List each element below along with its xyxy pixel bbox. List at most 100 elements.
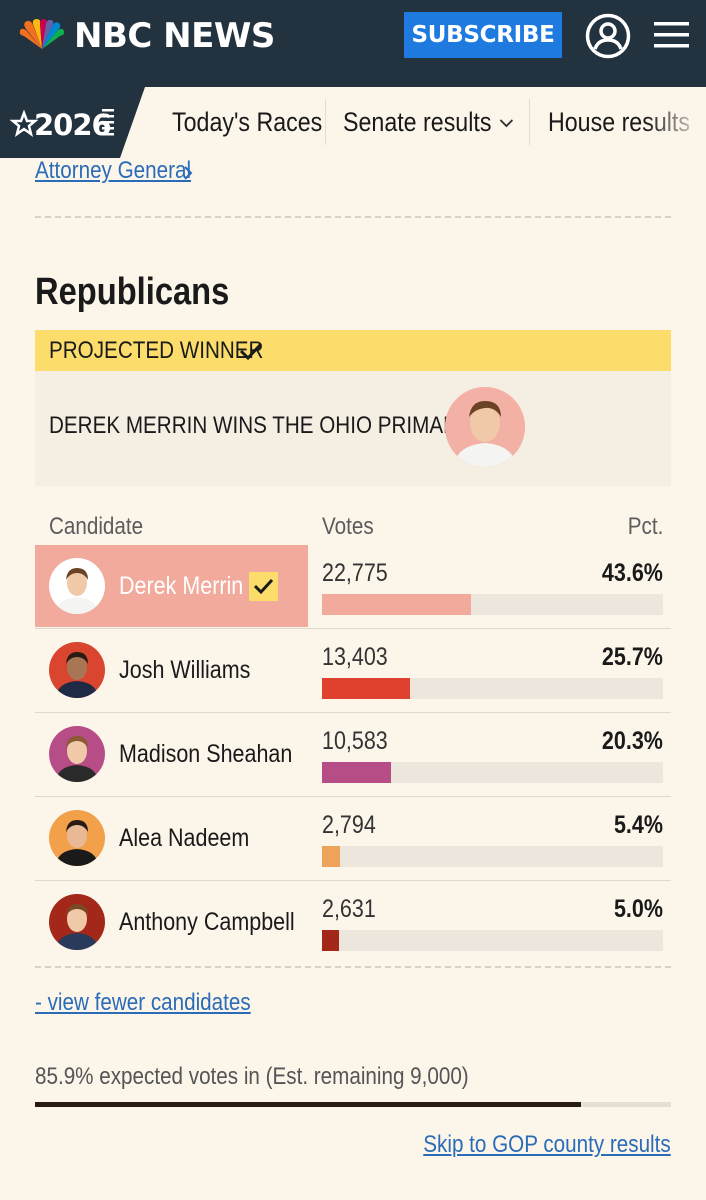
- candidate-votes-text: 2,794: [322, 811, 376, 839]
- column-header-pct: Pct.: [622, 512, 663, 542]
- vote-share-bar: [322, 678, 663, 699]
- candidate-name-text: Alea Nadeem: [119, 824, 250, 852]
- winner-headline-text: DEREK MERRIN WINS THE OHIO PRIMARY: [49, 412, 472, 439]
- candidate-pct: 5.0%: [606, 894, 663, 924]
- column-header-candidate: Candidate: [49, 512, 158, 542]
- view-fewer-candidates-link[interactable]: - view fewer candidates: [35, 988, 286, 1018]
- column-header-votes-text: Votes: [322, 513, 374, 540]
- candidate-pct: 20.3%: [592, 726, 663, 756]
- chevron-down-icon: [499, 118, 513, 127]
- candidate-pct-text: 25.7%: [602, 643, 663, 671]
- badge-year: 2026: [34, 108, 111, 142]
- candidate-pct: 5.4%: [606, 810, 663, 840]
- candidate-avatar: [49, 558, 105, 614]
- vote-share-bar-fill: [322, 930, 340, 951]
- skip-to-county-results-link[interactable]: Skip to GOP county results: [383, 1130, 671, 1160]
- table-row: Alea Nadeem 2,794 5.4%: [35, 797, 671, 881]
- checkmark-icon: [239, 342, 263, 361]
- vote-share-bar-fill: [322, 762, 392, 783]
- candidate-cell: Derek Merrin: [35, 545, 308, 627]
- attorney-general-link[interactable]: Attorney General: [35, 156, 216, 186]
- party-heading-text: Republicans: [35, 271, 230, 313]
- candidate-avatar: [49, 894, 105, 950]
- nav-fade-overlay: [646, 87, 706, 158]
- candidate-name-text: Josh Williams: [119, 656, 251, 684]
- person-photo-icon: [445, 387, 525, 467]
- row-divider: [35, 712, 671, 713]
- winner-photo: [445, 387, 525, 467]
- nbc-news-logo[interactable]: NBC NEWS: [18, 16, 275, 56]
- table-bottom-divider: [35, 966, 671, 968]
- user-account-icon[interactable]: [585, 13, 631, 59]
- table-row: Josh Williams 13,403 25.7%: [35, 629, 671, 713]
- candidate-name: Derek Merrin: [119, 570, 263, 602]
- top-header: NBC NEWS SUBSCRIBE: [0, 0, 706, 87]
- vote-share-bar: [322, 930, 663, 951]
- winner-check-icon: [249, 572, 278, 601]
- column-header-candidate-text: Candidate: [49, 513, 144, 540]
- nav-divider: [325, 99, 326, 145]
- expected-votes-progress-fill: [35, 1102, 582, 1107]
- nav-todays-races[interactable]: Today's Races: [172, 107, 323, 137]
- candidate-name: Madison Sheahan: [119, 738, 321, 770]
- election-nav: 2026 Today's Races Senate results House …: [0, 87, 706, 158]
- candidate-cell: Josh Williams: [35, 629, 308, 711]
- candidate-pct: 25.7%: [592, 642, 663, 672]
- candidate-name-text: Madison Sheahan: [119, 740, 293, 768]
- row-divider: [35, 796, 671, 797]
- candidate-votes: 13,403: [322, 642, 398, 672]
- table-row: Anthony Campbell 2,631 5.0%: [35, 881, 671, 965]
- candidate-votes: 10,583: [322, 726, 398, 756]
- candidate-votes-text: 13,403: [322, 643, 388, 671]
- hamburger-menu-icon[interactable]: [654, 20, 689, 50]
- column-header-votes: Votes: [322, 512, 382, 542]
- candidate-avatar: [49, 726, 105, 782]
- column-header-pct-text: Pct.: [627, 513, 663, 540]
- expected-votes-progress: [35, 1102, 671, 1107]
- vote-share-bar: [322, 594, 663, 615]
- vote-share-bar-fill: [322, 846, 341, 867]
- candidate-votes-text: 10,583: [322, 727, 388, 755]
- candidate-name: Alea Nadeem: [119, 822, 270, 854]
- attorney-general-label: Attorney General: [35, 157, 192, 184]
- projected-winner-text: PROJECTED WINNER: [49, 337, 264, 364]
- candidate-name-text: Anthony Campbell: [119, 908, 295, 936]
- winner-card: DEREK MERRIN WINS THE OHIO PRIMARY: [35, 371, 671, 486]
- candidate-pct-text: 5.4%: [613, 811, 663, 839]
- row-divider: [35, 880, 671, 881]
- expected-votes-text: 85.9% expected votes in (Est. remaining …: [35, 1062, 539, 1092]
- candidate-name-text: Derek Merrin: [119, 572, 244, 600]
- candidate-name: Josh Williams: [119, 654, 272, 686]
- nav-senate-label: Senate results: [343, 107, 492, 137]
- subscribe-button[interactable]: SUBSCRIBE: [404, 12, 562, 58]
- candidate-cell: Madison Sheahan: [35, 713, 308, 795]
- candidate-votes: 2,794: [322, 810, 385, 840]
- candidate-avatar: [49, 810, 105, 866]
- table-row: Madison Sheahan 10,583 20.3%: [35, 713, 671, 797]
- projected-winner-banner: PROJECTED WINNER: [35, 330, 671, 371]
- table-row: Derek Merrin 22,775 43.6%: [35, 545, 671, 629]
- candidate-avatar: [49, 642, 105, 698]
- candidate-pct-text: 43.6%: [602, 559, 663, 587]
- candidate-votes: 2,631: [322, 894, 385, 924]
- vote-share-bar-fill: [322, 594, 471, 615]
- candidate-votes-text: 22,775: [322, 559, 388, 587]
- section-divider: [35, 216, 671, 218]
- expected-votes-label: 85.9% expected votes in (Est. remaining …: [35, 1063, 469, 1090]
- winner-headline: DEREK MERRIN WINS THE OHIO PRIMARY: [49, 411, 540, 441]
- nav-senate-results[interactable]: Senate results: [343, 87, 514, 158]
- skip-to-county-results-text: Skip to GOP county results: [423, 1131, 671, 1158]
- view-fewer-candidates-text: - view fewer candidates: [35, 989, 251, 1016]
- candidate-pct: 43.6%: [592, 558, 663, 588]
- peacock-icon: [19, 19, 65, 49]
- brand-name: NBC NEWS: [74, 16, 275, 56]
- election-2026-badge[interactable]: 2026: [0, 87, 145, 158]
- candidate-pct-text: 20.3%: [602, 727, 663, 755]
- vote-share-bar: [322, 762, 663, 783]
- nav-divider: [529, 99, 530, 145]
- party-heading: Republicans: [35, 270, 261, 314]
- candidate-pct-text: 5.0%: [613, 895, 663, 923]
- candidate-votes-text: 2,631: [322, 895, 376, 923]
- row-divider: [35, 628, 671, 629]
- projected-winner-label: PROJECTED WINNER: [49, 336, 298, 366]
